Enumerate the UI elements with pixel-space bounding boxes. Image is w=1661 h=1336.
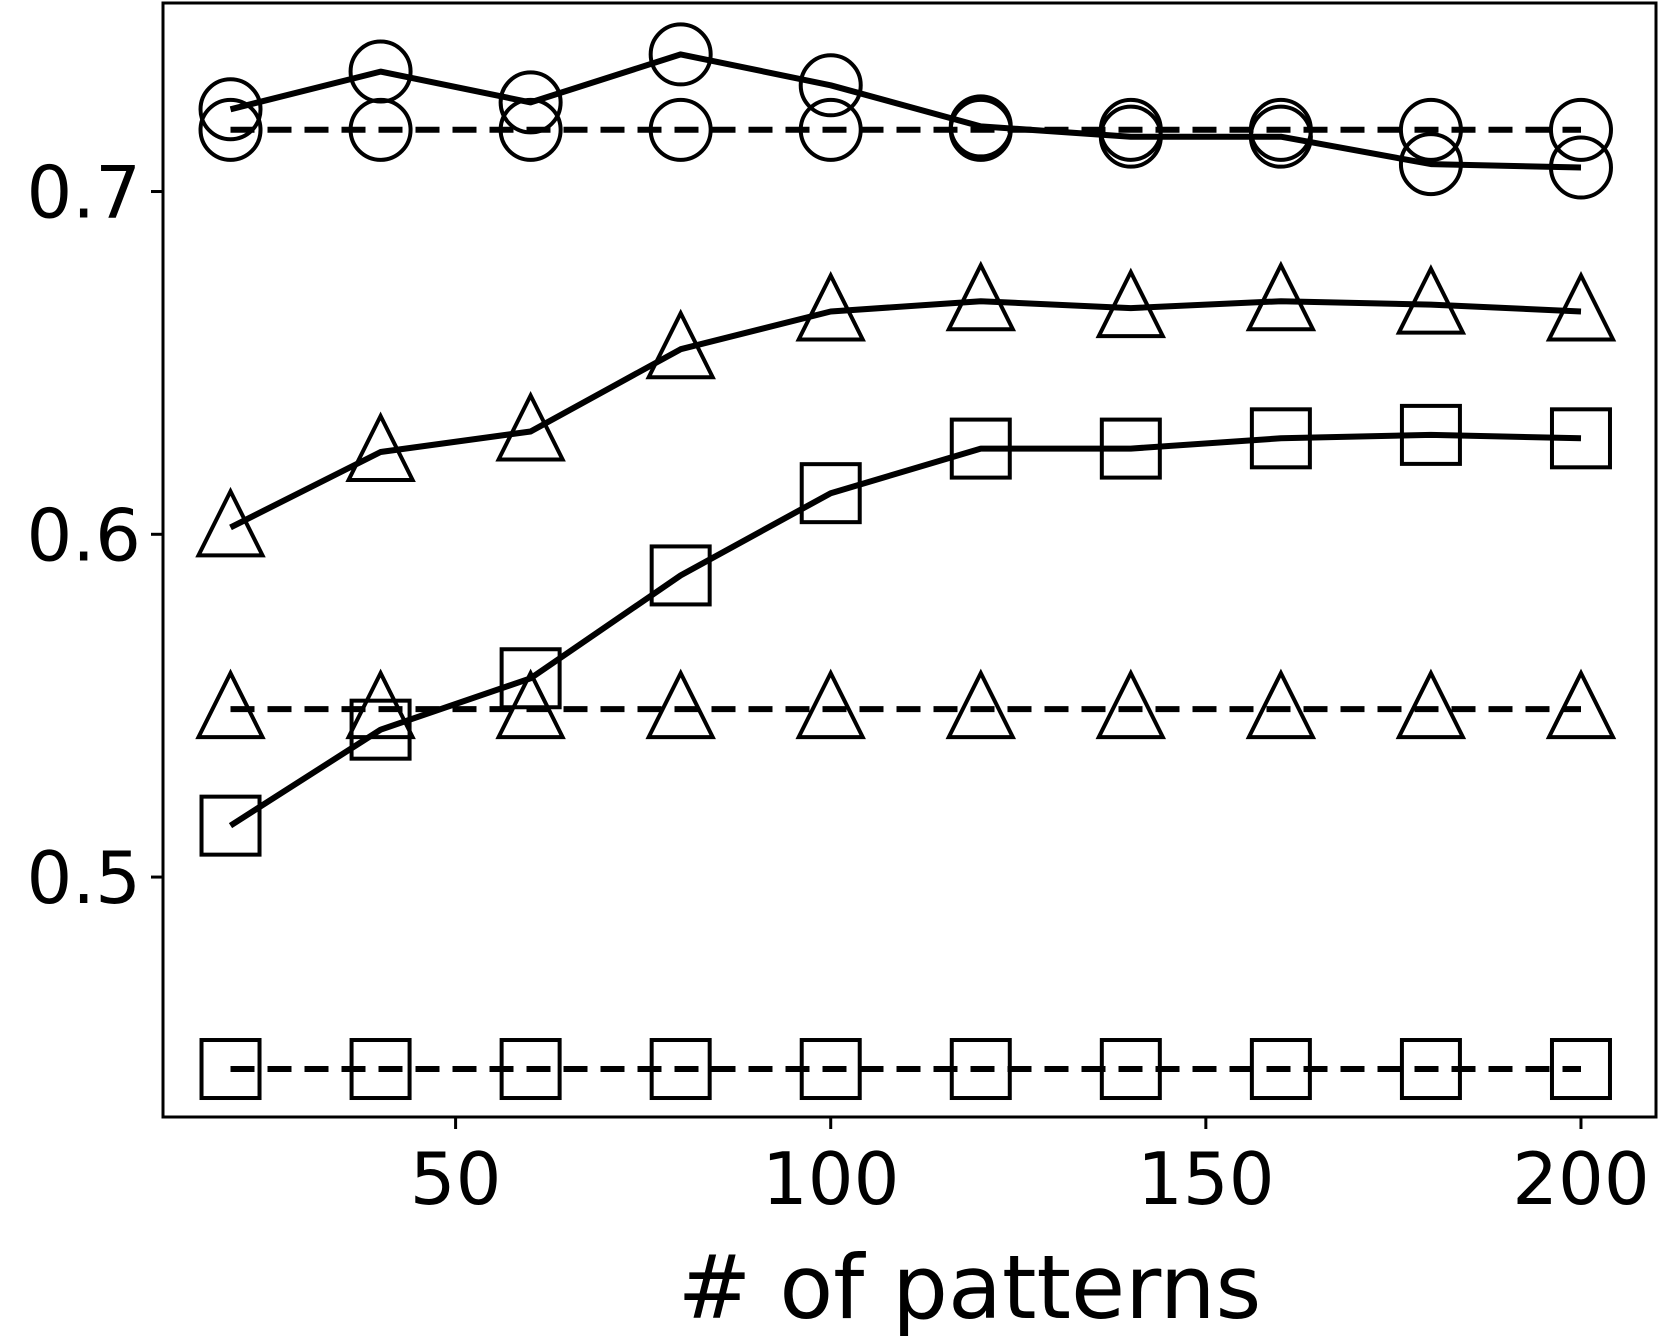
- square-marker: [1549, 407, 1612, 470]
- circle-marker: [1248, 97, 1313, 162]
- series-line-square-solid: [228, 431, 1582, 829]
- square-marker: [1549, 1038, 1612, 1101]
- square-marker: [649, 544, 712, 607]
- square-marker: [499, 647, 562, 710]
- series-line-triangle-solid: [229, 298, 1582, 531]
- circle-marker: [1098, 97, 1163, 162]
- triangle-marker: [1395, 668, 1467, 740]
- triangle-marker: [1245, 668, 1317, 740]
- triangle-marker: [1095, 668, 1167, 740]
- triangle-marker: [645, 308, 716, 380]
- circle-marker: [198, 97, 263, 162]
- square-marker: [949, 1038, 1012, 1101]
- circle-marker: [198, 77, 263, 142]
- triangle-marker: [1545, 668, 1617, 740]
- triangle-marker: [195, 486, 266, 558]
- tick-layer: 50 100 150 200 0.5 0.6 0.7: [26, 151, 1649, 1221]
- triangle-marker: [495, 391, 566, 462]
- triangle-marker: [495, 668, 566, 740]
- triangle-marker: [945, 260, 1017, 332]
- triangle-marker: [195, 668, 266, 740]
- triangle-marker: [1245, 260, 1317, 332]
- circle-marker: [498, 70, 563, 135]
- series-layer: [228, 51, 1582, 1072]
- square-marker: [649, 1038, 712, 1101]
- circle-marker: [798, 53, 863, 118]
- square-marker: [799, 1038, 862, 1101]
- triangle-marker: [345, 668, 416, 740]
- triangle-marker: [795, 271, 866, 342]
- y-tick-label: 0.5: [26, 836, 141, 920]
- circle-marker: [498, 97, 563, 162]
- triangle-marker: [645, 668, 716, 740]
- triangle-marker: [795, 668, 866, 740]
- circle-marker: [1398, 97, 1463, 162]
- y-tick-label: 0.7: [26, 151, 141, 235]
- square-marker: [499, 1038, 562, 1101]
- square-marker: [349, 1038, 412, 1101]
- series-line-circle-solid: [229, 51, 1582, 171]
- square-marker: [1399, 403, 1462, 466]
- square-marker: [349, 698, 412, 761]
- triangle-marker: [345, 411, 416, 482]
- square-marker: [949, 417, 1012, 480]
- triangle-marker: [1395, 264, 1467, 335]
- marker-layer: [195, 22, 1617, 1101]
- square-marker: [199, 1038, 262, 1101]
- y-tick-label: 0.6: [26, 493, 141, 577]
- circle-marker: [1548, 135, 1613, 200]
- x-tick-label: 100: [762, 1137, 899, 1221]
- x-tick-label: 200: [1512, 1137, 1649, 1221]
- triangle-marker: [1095, 267, 1167, 339]
- circle-marker: [648, 97, 713, 162]
- circle-marker: [348, 97, 413, 162]
- square-marker: [199, 794, 262, 857]
- circle-marker: [1548, 97, 1613, 162]
- x-tick-label: 150: [1137, 1137, 1274, 1221]
- circle-marker: [948, 97, 1013, 162]
- x-axis-title: # of patterns: [678, 1236, 1262, 1336]
- circle-marker: [1398, 132, 1463, 197]
- circle-marker: [798, 97, 863, 162]
- triangle-marker: [1545, 271, 1617, 342]
- square-marker: [1399, 1038, 1462, 1101]
- square-marker: [1249, 407, 1312, 470]
- x-tick-label: 50: [410, 1137, 502, 1221]
- square-marker: [799, 462, 862, 525]
- plot-frame: [161, 1, 1658, 1119]
- square-marker: [1099, 417, 1162, 480]
- square-marker: [1249, 1038, 1312, 1101]
- circle-marker: [648, 22, 713, 87]
- triangle-marker: [945, 668, 1017, 740]
- square-marker: [1099, 1038, 1162, 1101]
